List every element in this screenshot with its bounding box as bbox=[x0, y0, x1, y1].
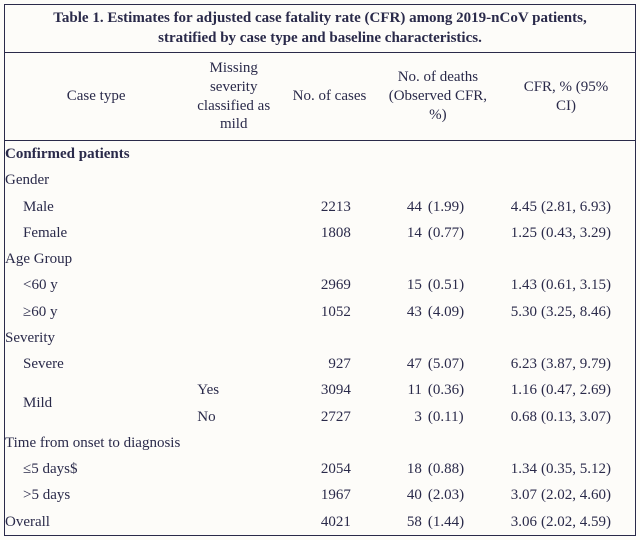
header-deaths: No. of deaths (Observed CFR, %) bbox=[379, 53, 497, 141]
table-row: Severe 927 47(5.07) 6.23(3.87, 9.79) bbox=[5, 351, 635, 377]
header-cfr: CFR, % (95% CI) bbox=[497, 53, 635, 141]
table-container: Table 1. Estimates for adjusted case fat… bbox=[4, 4, 636, 536]
cfr-table: Case type Missing severity classified as… bbox=[5, 53, 635, 535]
group-time: Time from onset to diagnosis bbox=[5, 430, 635, 456]
row-cfr: 4.45(2.81, 6.93) bbox=[497, 194, 635, 220]
table-row: ≤5 days$ 2054 18(0.88) 1.34(0.35, 5.12) bbox=[5, 456, 635, 482]
header-cases: No. of cases bbox=[280, 53, 379, 141]
table-title: Table 1. Estimates for adjusted case fat… bbox=[5, 5, 635, 53]
header-row: Case type Missing severity classified as… bbox=[5, 53, 635, 141]
table-row: Mild Yes 3094 11(0.36) 1.16(0.47, 2.69) bbox=[5, 377, 635, 403]
row-label: Female bbox=[5, 220, 187, 246]
table-row-overall: Overall 4021 58(1.44) 3.06(2.02, 4.59) bbox=[5, 509, 635, 535]
section-confirmed: Confirmed patients bbox=[5, 141, 635, 168]
header-case-type: Case type bbox=[5, 53, 187, 141]
group-severity: Severity bbox=[5, 325, 635, 351]
table-row: Female 1808 14(0.77) 1.25(0.43, 3.29) bbox=[5, 220, 635, 246]
title-line2: stratified by case type and baseline cha… bbox=[158, 30, 482, 46]
title-line1: Table 1. Estimates for adjusted case fat… bbox=[53, 10, 586, 26]
table-row: ≥60 y 1052 43(4.09) 5.30(3.25, 8.46) bbox=[5, 299, 635, 325]
row-deaths: 44(1.99) bbox=[379, 194, 497, 220]
group-gender: Gender bbox=[5, 167, 635, 193]
row-label: Male bbox=[5, 194, 187, 220]
header-missing: Missing severity classified as mild bbox=[187, 53, 280, 141]
row-missing bbox=[187, 194, 280, 220]
table-row: >5 days 1967 40(2.03) 3.07(2.02, 4.60) bbox=[5, 482, 635, 508]
table-row: Male 2213 44(1.99) 4.45(2.81, 6.93) bbox=[5, 194, 635, 220]
row-cases: 2213 bbox=[280, 194, 379, 220]
table-row: <60 y 2969 15(0.51) 1.43(0.61, 3.15) bbox=[5, 272, 635, 298]
group-age: Age Group bbox=[5, 246, 635, 272]
